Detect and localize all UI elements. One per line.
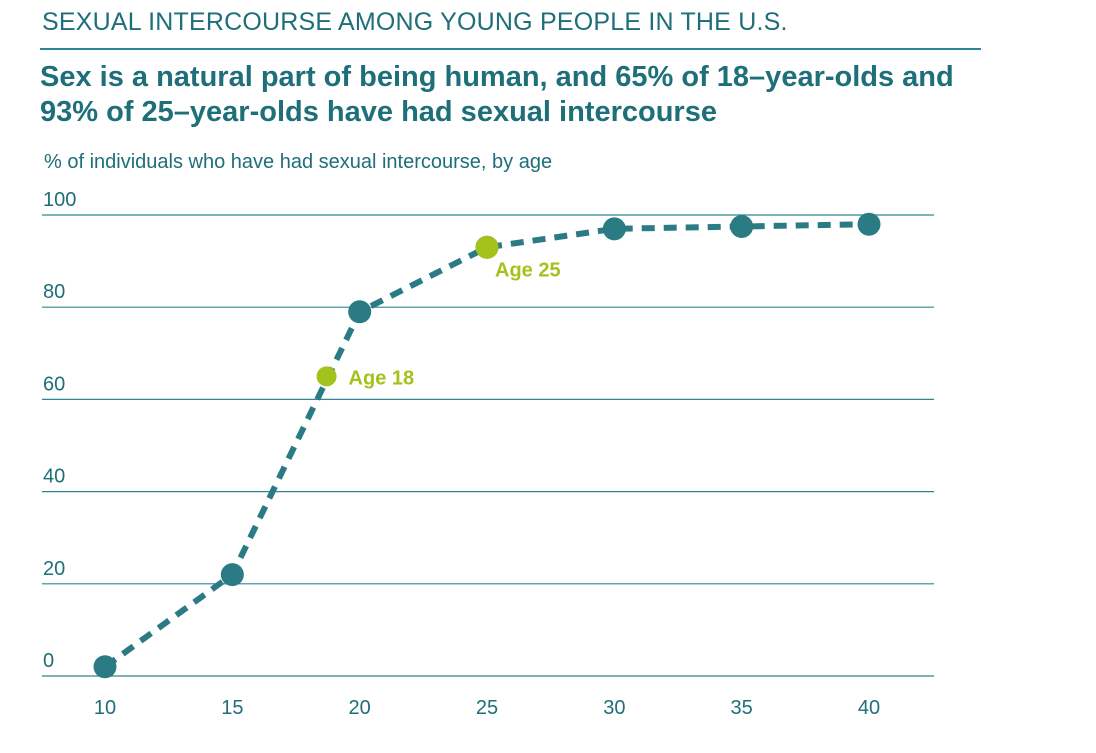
- x-tick-label: 15: [221, 697, 243, 719]
- x-tick-label: 25: [476, 697, 498, 719]
- x-tick-labels: 10 15 20 25 30 35 40: [94, 697, 880, 719]
- y-tick-labels: 0 20 40 60 80 100: [43, 189, 76, 672]
- data-point: [93, 655, 117, 679]
- y-tick-label: 0: [43, 650, 54, 672]
- y-axis-label: % of individuals who have had sexual int…: [44, 151, 552, 173]
- chart-kicker: SEXUAL INTERCOURSE AMONG YOUNG PEOPLE IN…: [42, 8, 788, 36]
- data-point: [602, 217, 626, 241]
- y-tick-label: 80: [43, 281, 65, 303]
- y-tick-label: 20: [43, 558, 65, 580]
- data-point: [348, 300, 372, 324]
- data-point: [220, 563, 244, 587]
- y-tick-label: 100: [43, 189, 76, 211]
- data-points: [93, 212, 881, 679]
- highlight-point: [475, 235, 499, 259]
- x-tick-label: 35: [731, 697, 753, 719]
- series-line: [103, 221, 870, 670]
- x-tick-label: 10: [94, 697, 116, 719]
- y-tick-label: 40: [43, 466, 65, 488]
- annotation-label: Age 18: [349, 367, 415, 389]
- gridlines: [42, 214, 934, 677]
- header-divider: [40, 48, 981, 50]
- x-tick-label: 20: [349, 697, 371, 719]
- data-point: [857, 212, 881, 236]
- annotation-label: Age 25: [495, 259, 561, 281]
- annotations: Age 18 Age 25: [316, 235, 561, 389]
- x-tick-label: 30: [603, 697, 625, 719]
- data-point: [730, 215, 754, 239]
- y-tick-label: 60: [43, 373, 65, 395]
- series-line-path: [103, 221, 870, 670]
- x-tick-label: 40: [858, 697, 880, 719]
- highlight-point: [316, 366, 337, 387]
- chart-headline: Sex is a natural part of being human, an…: [40, 61, 954, 128]
